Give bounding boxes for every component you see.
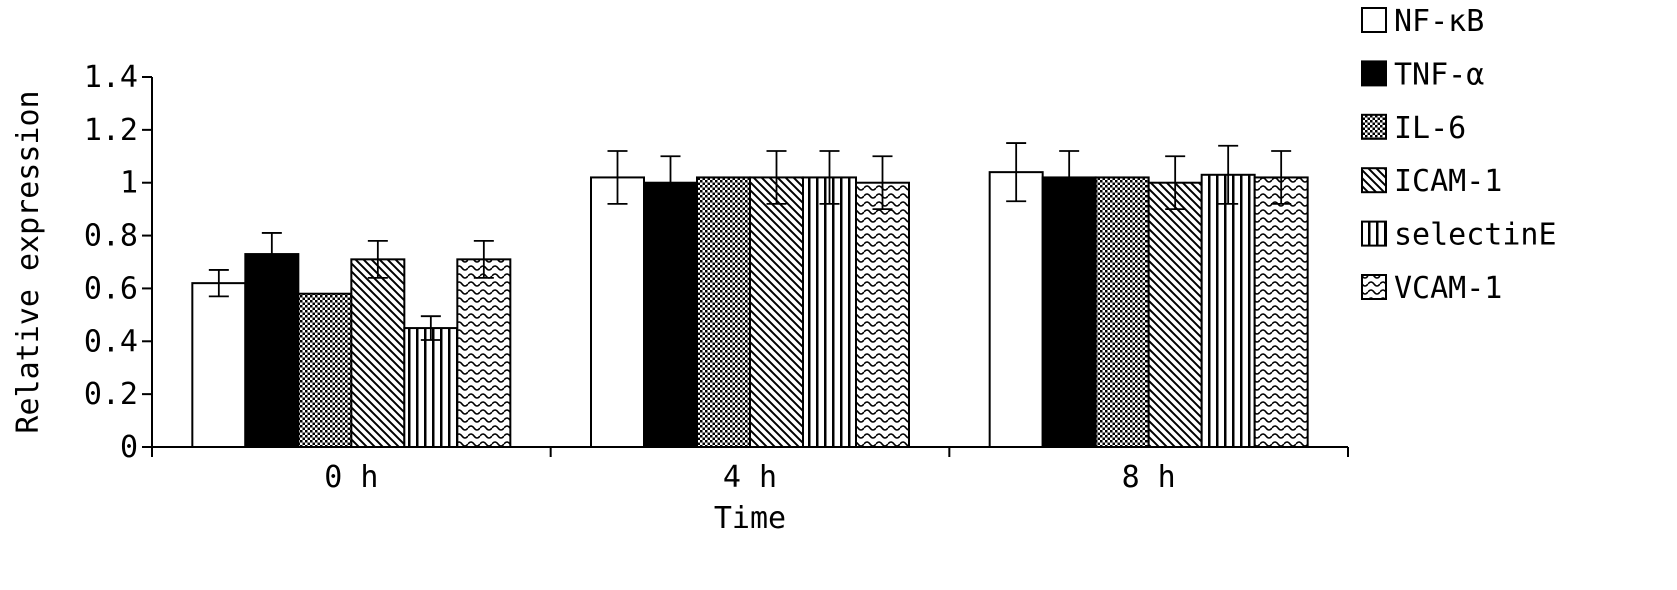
legend-swatch — [1361, 220, 1387, 247]
legend: NF-κB TNF-α IL-6 ICAM-1 selectinE VCAM-1 — [1361, 4, 1557, 306]
bar — [456, 258, 512, 448]
x-tick-label: 4 h — [723, 460, 777, 495]
bar — [696, 176, 751, 449]
y-tick-label: 0.2 — [84, 377, 138, 412]
x-ticks: 0 h 4 h 8 h — [151, 447, 1349, 495]
bar — [191, 282, 247, 448]
legend-swatch — [1361, 60, 1387, 87]
bar — [297, 292, 353, 449]
y-tick-label: 1.2 — [84, 113, 138, 148]
x-tick-label: 8 h — [1122, 460, 1176, 495]
y-tick-label: 0.8 — [84, 219, 138, 254]
bar — [1200, 173, 1256, 449]
bar — [802, 176, 857, 449]
bar — [403, 327, 459, 449]
y-ticks: 0 0.2 0.4 0.6 0.8 1 1.2 1.4 — [84, 60, 152, 465]
y-tick-label: 0.6 — [84, 271, 138, 306]
bar — [855, 181, 910, 448]
legend-label: NF-κB — [1394, 4, 1484, 39]
bar — [1253, 176, 1309, 449]
x-axis-title: Time — [714, 501, 786, 536]
legend-label: VCAM-1 — [1394, 271, 1502, 306]
legend-label: TNF-α — [1394, 57, 1484, 92]
error-bars — [208, 142, 1292, 341]
bar — [1041, 176, 1097, 449]
legend-swatch — [1361, 274, 1387, 300]
bar — [244, 253, 300, 448]
legend-label: ICAM-1 — [1394, 164, 1502, 199]
y-tick-label: 1 — [120, 166, 138, 201]
bar — [749, 176, 804, 449]
y-tick-label: 1.4 — [84, 60, 138, 95]
y-tick-label: 0 — [120, 430, 138, 465]
legend-label: selectinE — [1394, 218, 1557, 253]
bars — [191, 171, 1309, 449]
bar — [590, 176, 645, 449]
bar — [1147, 181, 1203, 448]
x-tick-label: 0 h — [324, 460, 378, 495]
bar — [350, 258, 406, 448]
legend-swatch — [1361, 167, 1387, 194]
bar — [1094, 176, 1150, 449]
legend-swatch — [1361, 7, 1387, 33]
y-axis-title: Relative expression — [11, 90, 46, 433]
legend-label: IL-6 — [1394, 111, 1466, 146]
bar — [988, 171, 1044, 448]
legend-swatch — [1361, 113, 1387, 140]
y-tick-label: 0.4 — [84, 324, 138, 359]
bar — [643, 181, 698, 448]
